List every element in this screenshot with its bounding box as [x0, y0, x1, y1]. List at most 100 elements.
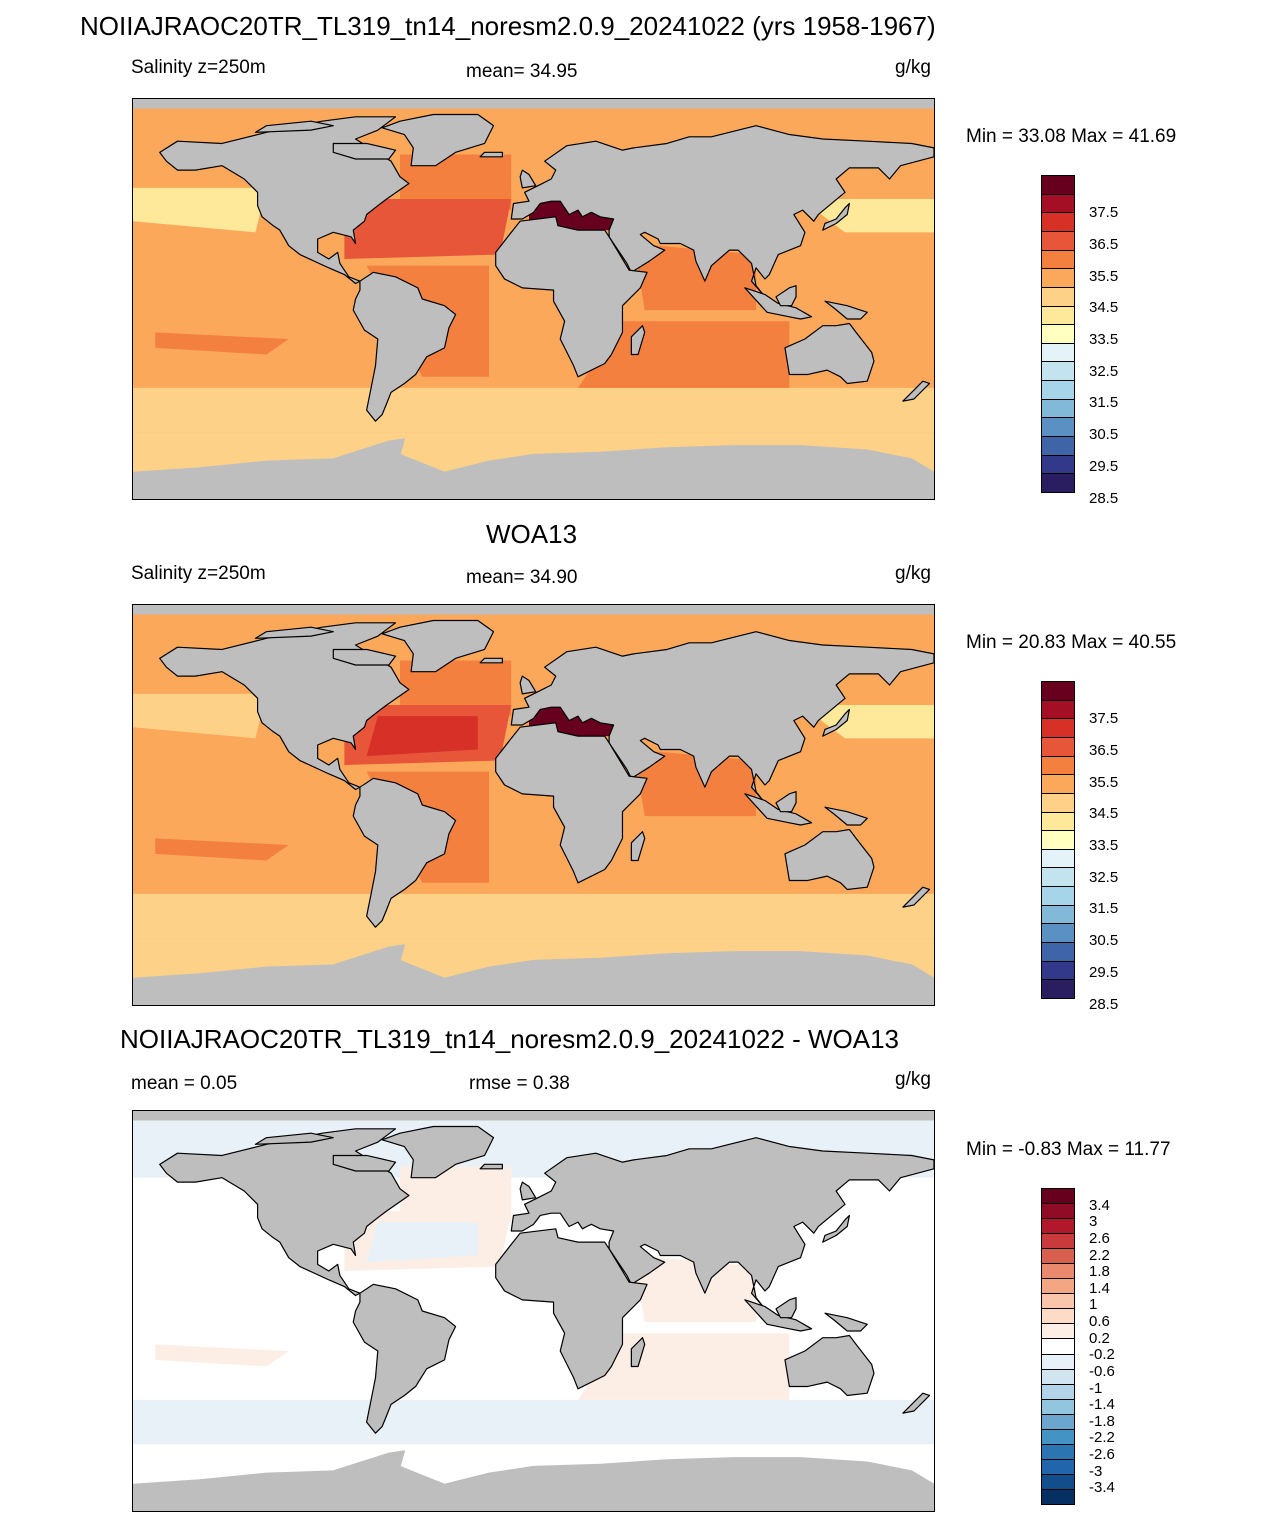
colorbar-swatch: [1041, 830, 1075, 850]
field-contour: [155, 332, 289, 355]
colorbar-swatch: [1041, 736, 1075, 757]
land-canadaIslands: [254, 1132, 334, 1145]
land-greenland: [381, 619, 495, 673]
colorbar-swatch: [1041, 811, 1075, 832]
field-contour: [400, 154, 512, 211]
land-nz: [902, 1392, 931, 1414]
colorbar-swatch: [1041, 960, 1075, 981]
field-contour: [800, 1211, 934, 1245]
colorbar-swatch: [1041, 324, 1075, 344]
land-australia: [784, 828, 875, 891]
land-indonesia: [744, 793, 813, 826]
world-map: [133, 605, 934, 1005]
colorbar-swatch: [1041, 774, 1075, 794]
panel2-heading: WOA13: [486, 519, 578, 549]
panel3-mean-label: mean = 0.05: [131, 1073, 238, 1094]
colorbar-swatch: [1041, 1203, 1075, 1220]
colorbar-swatch: [1041, 1263, 1075, 1280]
colorbar-swatch: [1041, 792, 1075, 813]
colorbar-swatch: [1041, 230, 1075, 251]
colorbar-tick-label: 32.5: [1089, 362, 1119, 380]
land-newGuinea: [824, 1312, 868, 1332]
colorbar-swatch: [1041, 1248, 1075, 1265]
colorbar-tick-label: -3: [1089, 1462, 1103, 1480]
colorbar-tick-label: 31.5: [1089, 900, 1119, 918]
land-japan: [822, 1214, 851, 1243]
panel1-unit: g/kg: [895, 57, 931, 78]
colorbar-tick-label: 1.8: [1089, 1263, 1110, 1281]
land-japan: [822, 708, 851, 737]
land-iceland: [479, 151, 503, 158]
land-eurasia: [510, 631, 934, 804]
colorbar-swatch: [1041, 755, 1075, 776]
field-contour: [133, 893, 934, 939]
land-southAmerica: [352, 777, 457, 928]
colorbar-swatch: [1041, 1398, 1075, 1415]
panel1-map: [132, 98, 935, 500]
land-iceland: [479, 1163, 503, 1170]
colorbar-swatch: [1041, 268, 1075, 288]
land-antarctica: [133, 1450, 934, 1511]
panel3-unit: g/kg: [895, 1069, 931, 1090]
colorbar-swatch: [1041, 1443, 1075, 1460]
land-borneo: [775, 791, 797, 813]
colorbar-tick-label: 33.5: [1089, 837, 1119, 855]
land-newGuinea: [824, 300, 868, 320]
colorbar-swatch: [1041, 361, 1075, 382]
field-contour: [155, 1344, 289, 1367]
land-australia: [784, 1334, 875, 1397]
colorbar-tick-label: -1.8: [1089, 1412, 1115, 1430]
land-arcticCap: [133, 605, 934, 615]
land-baffin: [332, 1154, 397, 1172]
colorbar-swatch: [1041, 473, 1075, 493]
land-canadaIslands: [254, 120, 334, 133]
colorbar-tick-label: 0.2: [1089, 1329, 1110, 1347]
colorbar-tick-label: 35.5: [1089, 773, 1119, 791]
world-map: [133, 1111, 934, 1511]
land-australia: [784, 322, 875, 385]
field-contour: [133, 387, 934, 433]
land-baffin: [332, 142, 397, 160]
field-contour: [400, 1166, 512, 1223]
field-contour: [133, 187, 267, 233]
land-eurasia: [510, 125, 934, 298]
panel1-mean-label: mean= 34.95: [466, 61, 578, 82]
land-northAmerica: [159, 116, 410, 285]
colorbar-swatch: [1041, 193, 1075, 214]
panel2-unit: g/kg: [895, 563, 931, 584]
colorbar-tick-label: 28.5: [1089, 995, 1119, 1013]
colorbar-swatch: [1041, 1338, 1075, 1355]
panel3-rmse-label: rmse = 0.38: [469, 1073, 570, 1094]
colorbar-tick-label: -1.4: [1089, 1396, 1115, 1414]
land-nz: [902, 886, 931, 908]
colorbar-swatch: [1041, 1293, 1075, 1310]
colorbar-swatch: [1041, 1458, 1075, 1475]
colorbar-tick-label: 3.4: [1089, 1196, 1110, 1214]
colorbar-tick-label: 34.5: [1089, 299, 1119, 317]
land-baffin: [332, 648, 397, 666]
land-africa: [495, 216, 648, 378]
colorbar-tick-label: -3.4: [1089, 1479, 1115, 1497]
colorbar-swatch: [1041, 1368, 1075, 1385]
panel2-minmax: Min = 20.83 Max = 40.55: [966, 632, 1177, 653]
land-indonesia: [744, 1299, 813, 1332]
main-title: NOIIAJRAOC20TR_TL319_tn14_noresm2.0.9_20…: [80, 11, 936, 41]
panel2-colorbar: 37.5 36.5 35.5 34.5 33.5 32.5 31.5 30.5 29.5 28.5: [1041, 681, 1118, 1012]
colorbar-swatch: [1041, 718, 1075, 738]
panel3-minmax: Min = -0.83 Max = 11.77: [966, 1139, 1171, 1160]
land-greenland: [381, 1125, 495, 1179]
colorbar-tick-label: 36.5: [1089, 741, 1119, 759]
land-borneo: [775, 1297, 797, 1319]
land-borneo: [775, 285, 797, 307]
field-contour: [633, 1255, 757, 1323]
colorbar-swatch: [1041, 1353, 1075, 1370]
colorbar-tick-label: 29.5: [1089, 963, 1119, 981]
land-northAmerica: [159, 1128, 410, 1297]
colorbar-tick-label: 37.5: [1089, 204, 1119, 222]
colorbar-swatch: [1041, 417, 1075, 438]
land-eurasia: [510, 1137, 934, 1310]
land-africa: [495, 722, 648, 884]
colorbar-swatch: [1041, 212, 1075, 232]
field-contour: [633, 243, 757, 311]
land-southAmerica: [352, 1283, 457, 1434]
